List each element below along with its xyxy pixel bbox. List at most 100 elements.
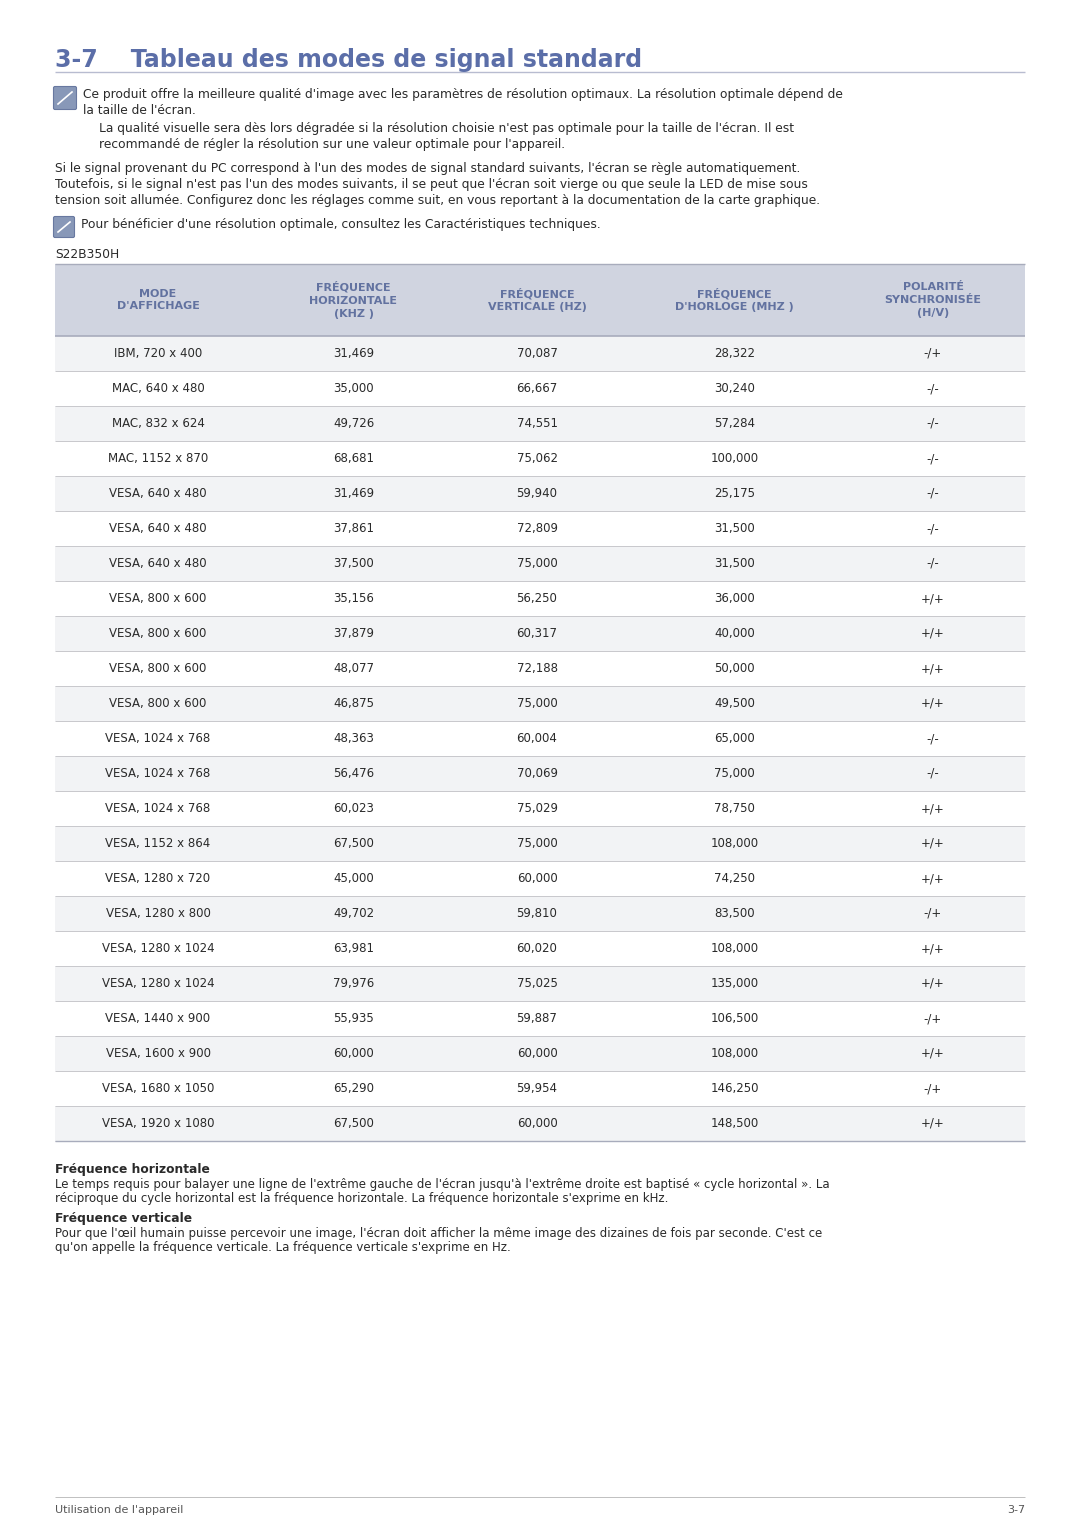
Bar — [55, 547, 1025, 580]
Bar — [55, 791, 1025, 826]
Bar — [55, 371, 1025, 406]
Text: 108,000: 108,000 — [711, 1048, 758, 1060]
Text: 37,879: 37,879 — [333, 628, 374, 640]
Text: 55,935: 55,935 — [333, 1012, 374, 1025]
Bar — [55, 336, 1025, 371]
Text: 79,976: 79,976 — [333, 977, 374, 989]
Text: 59,887: 59,887 — [516, 1012, 557, 1025]
Text: 60,000: 60,000 — [516, 1116, 557, 1130]
Text: 48,363: 48,363 — [333, 731, 374, 745]
Text: 108,000: 108,000 — [711, 837, 758, 851]
Bar — [55, 1002, 1025, 1035]
Bar — [55, 1035, 1025, 1070]
Text: 74,551: 74,551 — [516, 417, 557, 431]
Text: 45,000: 45,000 — [333, 872, 374, 886]
Text: -/+: -/+ — [923, 907, 942, 919]
Text: 60,020: 60,020 — [516, 942, 557, 954]
Text: La qualité visuelle sera dès lors dégradée si la résolution choisie n'est pas op: La qualité visuelle sera dès lors dégrad… — [99, 122, 794, 134]
Text: 75,000: 75,000 — [516, 837, 557, 851]
Bar — [55, 861, 1025, 896]
Text: recommandé de régler la résolution sur une valeur optimale pour l'appareil.: recommandé de régler la résolution sur u… — [99, 137, 565, 151]
Text: VESA, 800 x 600: VESA, 800 x 600 — [109, 663, 206, 675]
Text: qu'on appelle la fréquence verticale. La fréquence verticale s'exprime en Hz.: qu'on appelle la fréquence verticale. La… — [55, 1241, 511, 1254]
Text: tension soit allumée. Configurez donc les réglages comme suit, en vous reportant: tension soit allumée. Configurez donc le… — [55, 194, 820, 208]
Text: +/+: +/+ — [921, 802, 945, 815]
Bar — [55, 931, 1025, 967]
Text: -/+: -/+ — [923, 1083, 942, 1095]
Text: Fréquence horizontale: Fréquence horizontale — [55, 1164, 210, 1176]
Text: +/+: +/+ — [921, 872, 945, 886]
Text: 31,500: 31,500 — [714, 522, 755, 534]
Text: FRÉQUENCE
HORIZONTALE
(KHZ ): FRÉQUENCE HORIZONTALE (KHZ ) — [310, 281, 397, 319]
Text: -/-: -/- — [927, 731, 940, 745]
Text: 70,087: 70,087 — [516, 347, 557, 360]
Text: 66,667: 66,667 — [516, 382, 557, 395]
Text: Le temps requis pour balayer une ligne de l'extrême gauche de l'écran jusqu'à l': Le temps requis pour balayer une ligne d… — [55, 1177, 829, 1191]
Text: 3-7: 3-7 — [1007, 1506, 1025, 1515]
Bar — [55, 264, 1025, 336]
Bar — [55, 580, 1025, 615]
Text: VESA, 640 x 480: VESA, 640 x 480 — [109, 557, 206, 570]
Text: 60,000: 60,000 — [333, 1048, 374, 1060]
Text: VESA, 1680 x 1050: VESA, 1680 x 1050 — [102, 1083, 214, 1095]
Text: 37,500: 37,500 — [333, 557, 374, 570]
Bar — [55, 1106, 1025, 1141]
Text: 60,000: 60,000 — [516, 1048, 557, 1060]
Bar — [55, 967, 1025, 1002]
Text: +/+: +/+ — [921, 1048, 945, 1060]
Text: 75,062: 75,062 — [516, 452, 557, 466]
Text: Toutefois, si le signal n'est pas l'un des modes suivants, il se peut que l'écra: Toutefois, si le signal n'est pas l'un d… — [55, 179, 808, 191]
Text: MODE
D'AFFICHAGE: MODE D'AFFICHAGE — [117, 289, 200, 312]
Text: 56,476: 56,476 — [333, 767, 374, 780]
Text: POLARITÉ
SYNCHRONISÉE
(H/V): POLARITÉ SYNCHRONISÉE (H/V) — [885, 282, 982, 318]
Text: 72,809: 72,809 — [516, 522, 557, 534]
Text: VESA, 1024 x 768: VESA, 1024 x 768 — [106, 731, 211, 745]
Text: Ce produit offre la meilleure qualité d'image avec les paramètres de résolution : Ce produit offre la meilleure qualité d'… — [83, 89, 842, 101]
Text: Fréquence verticale: Fréquence verticale — [55, 1212, 192, 1225]
FancyBboxPatch shape — [54, 217, 75, 238]
Bar — [55, 756, 1025, 791]
Text: -/+: -/+ — [923, 1012, 942, 1025]
Text: 72,188: 72,188 — [516, 663, 557, 675]
Text: VESA, 640 x 480: VESA, 640 x 480 — [109, 487, 206, 499]
Text: VESA, 1280 x 1024: VESA, 1280 x 1024 — [102, 942, 214, 954]
Text: -/-: -/- — [927, 767, 940, 780]
Text: S22B350H: S22B350H — [55, 247, 119, 261]
Bar — [55, 721, 1025, 756]
Text: réciproque du cycle horizontal est la fréquence horizontale. La fréquence horizo: réciproque du cycle horizontal est la fr… — [55, 1193, 669, 1205]
Text: VESA, 1280 x 720: VESA, 1280 x 720 — [106, 872, 211, 886]
Text: 70,069: 70,069 — [516, 767, 557, 780]
Text: 65,290: 65,290 — [333, 1083, 374, 1095]
Text: 135,000: 135,000 — [711, 977, 758, 989]
Text: 50,000: 50,000 — [714, 663, 755, 675]
Text: MAC, 832 x 624: MAC, 832 x 624 — [111, 417, 204, 431]
Bar — [55, 1070, 1025, 1106]
Text: 108,000: 108,000 — [711, 942, 758, 954]
Text: 65,000: 65,000 — [714, 731, 755, 745]
Text: -/-: -/- — [927, 452, 940, 466]
Text: Pour bénéficier d'une résolution optimale, consultez les Caractéristiques techni: Pour bénéficier d'une résolution optimal… — [81, 218, 600, 231]
Text: 60,317: 60,317 — [516, 628, 557, 640]
Text: VESA, 1920 x 1080: VESA, 1920 x 1080 — [102, 1116, 214, 1130]
Text: 49,726: 49,726 — [333, 417, 374, 431]
Text: VESA, 1280 x 1024: VESA, 1280 x 1024 — [102, 977, 214, 989]
Text: 28,322: 28,322 — [714, 347, 755, 360]
Bar — [55, 441, 1025, 476]
Text: 57,284: 57,284 — [714, 417, 755, 431]
Text: 67,500: 67,500 — [333, 837, 374, 851]
Text: 48,077: 48,077 — [333, 663, 374, 675]
Bar — [55, 686, 1025, 721]
Text: la taille de l'écran.: la taille de l'écran. — [83, 104, 195, 118]
Text: 31,469: 31,469 — [333, 347, 374, 360]
Text: 83,500: 83,500 — [714, 907, 755, 919]
Text: VESA, 1024 x 768: VESA, 1024 x 768 — [106, 767, 211, 780]
Text: Pour que l'œil humain puisse percevoir une image, l'écran doit afficher la même : Pour que l'œil humain puisse percevoir u… — [55, 1228, 822, 1240]
FancyBboxPatch shape — [54, 87, 77, 110]
Text: VESA, 1152 x 864: VESA, 1152 x 864 — [106, 837, 211, 851]
Text: +/+: +/+ — [921, 628, 945, 640]
Text: +/+: +/+ — [921, 1116, 945, 1130]
Text: VESA, 800 x 600: VESA, 800 x 600 — [109, 696, 206, 710]
Text: 63,981: 63,981 — [333, 942, 374, 954]
Text: 67,500: 67,500 — [333, 1116, 374, 1130]
Bar — [55, 512, 1025, 547]
